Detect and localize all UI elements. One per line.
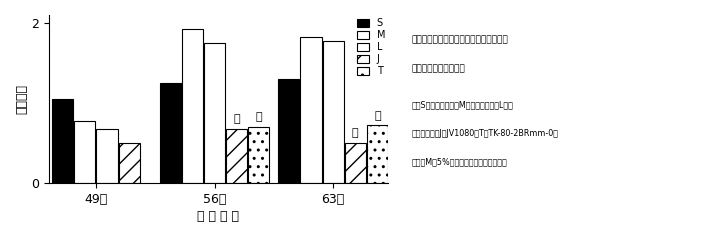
Bar (345, 143, 366, 183)
Y-axis label: 発病係数: 発病係数 (15, 84, 28, 114)
Bar (323, 41, 344, 183)
Bar (52, 99, 73, 183)
Bar (96, 129, 118, 183)
Bar (204, 43, 225, 183)
Bar (182, 29, 203, 183)
Text: 注）S：スターヒル、M：モノホマレ、L：リ: 注）S：スターヒル、M：モノホマレ、L：リ (411, 100, 513, 109)
Bar (279, 79, 299, 183)
Text: ーランド、J：JV1080、T：TK-80-2BRmm-0、: ーランド、J：JV1080、T：TK-80-2BRmm-0、 (411, 129, 558, 138)
Text: ＊: ＊ (352, 128, 359, 138)
Text: ＊はMと5%で有意差があることを示す: ＊はMと5%で有意差があることを示す (411, 157, 507, 166)
Bar (118, 143, 140, 183)
Bar (74, 121, 96, 183)
Bar (226, 129, 247, 183)
Bar (301, 37, 321, 183)
Text: ＊: ＊ (374, 111, 381, 121)
Text: 図３　試験管育苗接種法による５品種・: 図３ 試験管育苗接種法による５品種・ (411, 36, 508, 45)
Bar (367, 125, 388, 183)
Legend: S, M, L, J, T: S, M, L, J, T (355, 16, 387, 78)
Text: ＊: ＊ (255, 112, 262, 122)
X-axis label: 育 生 期 間: 育 生 期 間 (198, 210, 240, 223)
Bar (160, 83, 181, 183)
Text: ＊: ＊ (233, 114, 240, 124)
Text: 系統の根腐病検定結果: 系統の根腐病検定結果 (411, 64, 465, 73)
Bar (248, 127, 269, 183)
